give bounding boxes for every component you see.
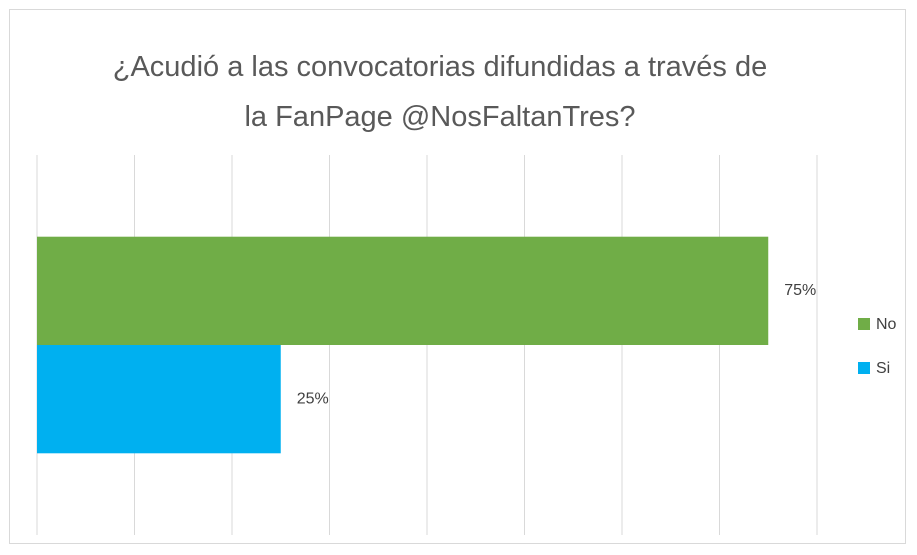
- legend-swatch: [858, 362, 870, 374]
- bar: [37, 345, 281, 454]
- legend-swatch: [858, 318, 870, 330]
- data-label: 75%: [784, 282, 816, 299]
- chart-title: ¿Acudió a las convocatorias difundidas a…: [112, 51, 768, 133]
- bar: [37, 236, 769, 345]
- legend-label: Si: [876, 360, 890, 377]
- chart-frame: [9, 9, 906, 544]
- data-label: 25%: [297, 390, 329, 407]
- legend-label: No: [876, 316, 897, 333]
